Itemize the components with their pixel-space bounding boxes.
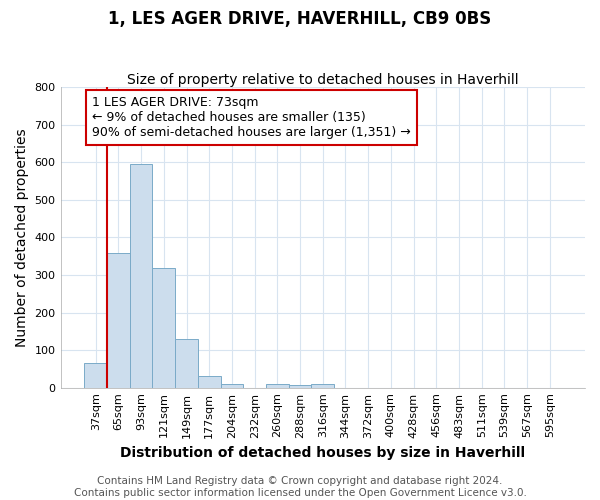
Bar — [221, 384, 244, 388]
Bar — [130, 164, 152, 388]
Text: 1 LES AGER DRIVE: 73sqm
← 9% of detached houses are smaller (135)
90% of semi-de: 1 LES AGER DRIVE: 73sqm ← 9% of detached… — [92, 96, 411, 139]
Title: Size of property relative to detached houses in Haverhill: Size of property relative to detached ho… — [127, 73, 518, 87]
Bar — [311, 384, 334, 388]
Bar — [175, 339, 198, 388]
Bar — [289, 384, 311, 388]
Bar — [152, 268, 175, 388]
Bar — [198, 376, 221, 388]
Text: Contains HM Land Registry data © Crown copyright and database right 2024.
Contai: Contains HM Land Registry data © Crown c… — [74, 476, 526, 498]
Text: 1, LES AGER DRIVE, HAVERHILL, CB9 0BS: 1, LES AGER DRIVE, HAVERHILL, CB9 0BS — [109, 10, 491, 28]
X-axis label: Distribution of detached houses by size in Haverhill: Distribution of detached houses by size … — [120, 446, 526, 460]
Bar — [85, 364, 107, 388]
Y-axis label: Number of detached properties: Number of detached properties — [15, 128, 29, 346]
Bar — [266, 384, 289, 388]
Bar — [107, 253, 130, 388]
